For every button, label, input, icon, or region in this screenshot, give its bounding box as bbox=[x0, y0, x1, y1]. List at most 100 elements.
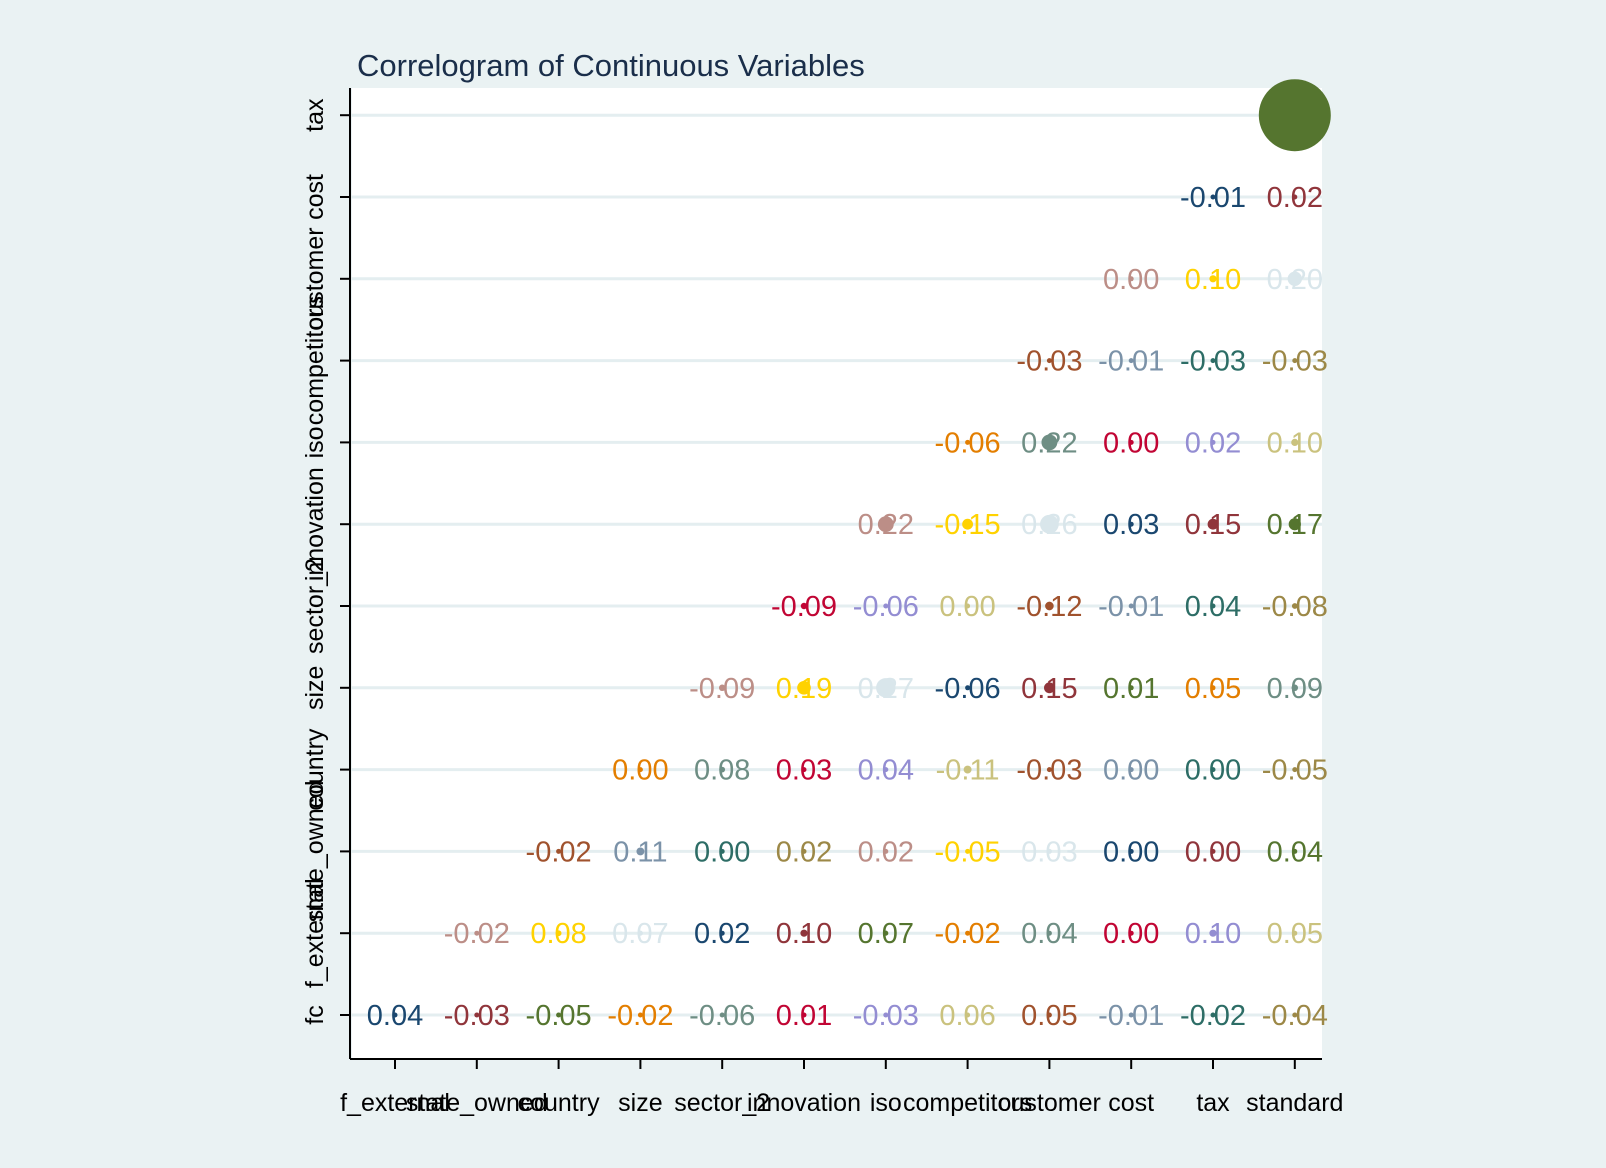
value-label-state_owned-size: 0.11 bbox=[613, 836, 667, 868]
value-label-f_external-size: 0.07 bbox=[612, 918, 668, 950]
marker-customer-standard bbox=[1287, 271, 1303, 286]
marker-f_external-state_owned bbox=[474, 930, 480, 936]
value-label-innovation-iso: 0.22 bbox=[858, 509, 914, 541]
value-label-iso-tax: 0.02 bbox=[1185, 427, 1241, 459]
y-tick-label-iso: iso bbox=[301, 426, 329, 458]
value-label-competitors-cost: -0.01 bbox=[1098, 346, 1164, 378]
value-label-fc-size: -0.02 bbox=[607, 1000, 673, 1032]
x-tick-label-state_owned: state_owned bbox=[406, 1089, 548, 1117]
marker-competitors-tax bbox=[1210, 358, 1216, 364]
x-tick-label-standard: standard bbox=[1246, 1089, 1343, 1117]
marker-state_owned-sector_2 bbox=[719, 848, 725, 854]
marker-customer-tax bbox=[1209, 275, 1217, 283]
value-label-sector_2-customer: -0.12 bbox=[1016, 591, 1082, 623]
value-label-fc-state_owned: -0.03 bbox=[444, 1000, 510, 1032]
value-label-size-competitors: -0.06 bbox=[935, 673, 1001, 705]
x-tick-label-innovation: innovation bbox=[747, 1089, 861, 1117]
value-label-customer-cost: 0.00 bbox=[1103, 264, 1159, 296]
marker-state_owned-iso bbox=[883, 848, 889, 854]
value-label-iso-standard: 0.10 bbox=[1267, 427, 1323, 459]
chart-marks: 0.04 -0.03 -0.05 -0.02 -0.06 0.01 -0.03 0.06 0.0… bbox=[367, 79, 1331, 1032]
value-label-country-sector_2: 0.08 bbox=[694, 755, 750, 787]
value-label-state_owned-sector_2: 0.00 bbox=[694, 836, 750, 868]
value-label-f_external-state_owned: -0.02 bbox=[444, 918, 510, 950]
value-label-fc-innovation: 0.01 bbox=[776, 1000, 832, 1032]
marker-size-innovation bbox=[797, 680, 811, 695]
marker-f_external-cost bbox=[1128, 930, 1134, 936]
marker-state_owned-innovation bbox=[801, 848, 807, 854]
value-label-fc-country: -0.05 bbox=[526, 1000, 592, 1032]
x-tick-label-size: size bbox=[618, 1089, 662, 1117]
marker-innovation-cost bbox=[1128, 521, 1134, 527]
value-label-country-size: 0.00 bbox=[612, 755, 668, 787]
value-label-country-standard: -0.05 bbox=[1262, 755, 1328, 787]
y-tick-label-competitors: competitors bbox=[301, 296, 329, 425]
marker-f_external-standard bbox=[1292, 930, 1298, 936]
value-label-f_external-sector_2: 0.02 bbox=[694, 918, 750, 950]
marker-country-cost bbox=[1128, 767, 1134, 773]
marker-fc-iso bbox=[883, 1012, 889, 1018]
value-label-state_owned-cost: 0.00 bbox=[1103, 836, 1159, 868]
value-label-innovation-customer: 0.26 bbox=[1021, 509, 1077, 541]
x-tick-label-sector_2: sector_2 bbox=[674, 1089, 770, 1117]
chart-title: Correlogram of Continuous Variables bbox=[357, 48, 865, 83]
marker-competitors-cost bbox=[1128, 358, 1134, 364]
marker-size-competitors bbox=[965, 685, 971, 691]
marker-cost-standard bbox=[1292, 194, 1298, 200]
x-tick-label-cost: cost bbox=[1108, 1089, 1154, 1117]
value-label-size-standard: 0.09 bbox=[1267, 673, 1323, 705]
value-label-size-cost: 0.01 bbox=[1103, 673, 1159, 705]
value-label-fc-f_external: 0.04 bbox=[367, 1000, 423, 1032]
marker-fc-size bbox=[637, 1012, 643, 1018]
value-label-innovation-cost: 0.03 bbox=[1103, 509, 1159, 541]
value-label-cost-standard: 0.02 bbox=[1267, 182, 1323, 214]
value-label-f_external-standard: 0.05 bbox=[1267, 918, 1323, 950]
marker-innovation-customer bbox=[1040, 514, 1059, 534]
marker-f_external-customer bbox=[1046, 930, 1052, 936]
marker-f_external-innovation bbox=[800, 929, 808, 937]
value-label-fc-customer: 0.05 bbox=[1021, 1000, 1077, 1032]
value-label-f_external-competitors: -0.02 bbox=[935, 918, 1001, 950]
marker-iso-standard bbox=[1291, 438, 1299, 446]
marker-fc-sector_2 bbox=[719, 1012, 725, 1018]
value-label-country-innovation: 0.03 bbox=[776, 755, 832, 787]
marker-fc-standard bbox=[1292, 1012, 1298, 1018]
marker-sector_2-customer bbox=[1045, 601, 1054, 611]
plot-area bbox=[352, 88, 1322, 1058]
grid-lines bbox=[350, 113, 1322, 1017]
marker-f_external-sector_2 bbox=[719, 930, 725, 936]
marker-iso-tax bbox=[1210, 439, 1216, 445]
marker-cost-tax bbox=[1210, 194, 1216, 200]
marker-fc-tax bbox=[1210, 1012, 1216, 1018]
x-tick-label-competitors: competitors bbox=[903, 1089, 1032, 1117]
value-label-customer-tax: 0.10 bbox=[1185, 264, 1241, 296]
marker-fc-f_external bbox=[392, 1012, 398, 1018]
value-label-state_owned-tax: 0.00 bbox=[1185, 836, 1241, 868]
value-label-country-cost: 0.00 bbox=[1103, 755, 1159, 787]
value-label-f_external-cost: 0.00 bbox=[1103, 918, 1159, 950]
value-label-competitors-standard: -0.03 bbox=[1262, 346, 1328, 378]
value-label-sector_2-tax: 0.04 bbox=[1185, 591, 1241, 623]
marker-fc-country bbox=[556, 1012, 562, 1018]
value-label-cost-tax: -0.01 bbox=[1180, 182, 1246, 214]
value-label-state_owned-competitors: -0.05 bbox=[935, 836, 1001, 868]
marker-state_owned-competitors bbox=[965, 848, 971, 854]
x-tick-label-iso: iso bbox=[870, 1089, 902, 1117]
value-label-size-sector_2: -0.09 bbox=[689, 673, 755, 705]
value-label-fc-standard: -0.04 bbox=[1262, 1000, 1328, 1032]
value-label-fc-cost: -0.01 bbox=[1098, 1000, 1164, 1032]
marker-sector_2-competitors bbox=[965, 603, 971, 609]
marker-size-customer bbox=[1044, 682, 1055, 694]
marker-competitors-standard bbox=[1292, 358, 1298, 364]
marker-customer-cost bbox=[1128, 276, 1134, 282]
value-label-innovation-competitors: -0.15 bbox=[935, 509, 1001, 541]
y-tick-label-cost: cost bbox=[301, 174, 329, 220]
value-label-f_external-innovation: 0.10 bbox=[776, 918, 832, 950]
value-label-innovation-standard: 0.17 bbox=[1267, 509, 1323, 541]
y-tick-label-innovation: innovation bbox=[301, 467, 329, 581]
marker-country-size bbox=[637, 767, 643, 773]
value-label-state_owned-iso: 0.02 bbox=[858, 836, 914, 868]
value-label-f_external-customer: 0.04 bbox=[1021, 918, 1077, 950]
marker-iso-customer bbox=[1041, 434, 1058, 451]
